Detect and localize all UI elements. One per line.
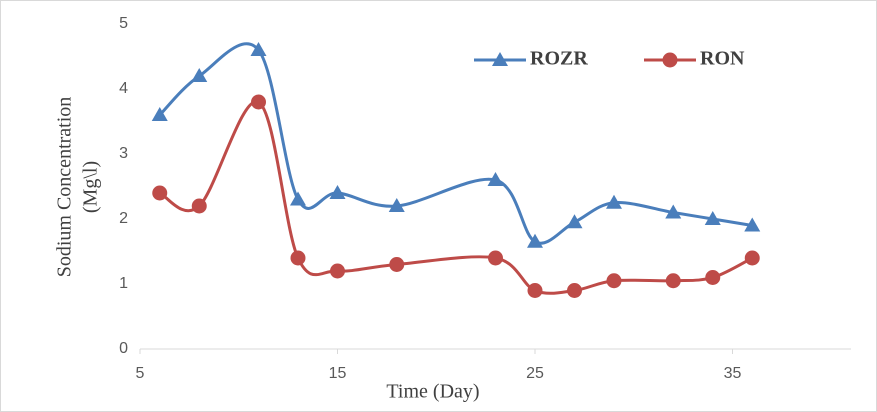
- data-point: [606, 194, 622, 209]
- x-tick-label: 25: [526, 365, 544, 382]
- data-point: [665, 273, 681, 289]
- y-tick-label: 1: [119, 275, 128, 292]
- x-tick-label: 35: [724, 365, 742, 382]
- data-point: [389, 257, 405, 272]
- data-point: [606, 273, 622, 289]
- data-point: [388, 198, 405, 212]
- y-axis-title: (Mg\l): [80, 161, 102, 213]
- data-point: [330, 263, 345, 279]
- legend-marker: [662, 52, 678, 68]
- data-point: [151, 107, 168, 121]
- data-point: [705, 270, 721, 285]
- data-point: [191, 198, 207, 214]
- data-point: [290, 191, 306, 206]
- y-tick-label: 3: [119, 145, 128, 162]
- data-point: [744, 250, 760, 266]
- data-point: [488, 250, 503, 266]
- legend-label: RON: [700, 48, 745, 70]
- data-point: [527, 233, 543, 248]
- data-point: [191, 68, 208, 82]
- series-line: [158, 100, 753, 295]
- data-point: [567, 283, 582, 298]
- data-point: [329, 185, 346, 199]
- y-tick-label: 5: [119, 15, 128, 32]
- y-axis-title: Sodium Concentration: [54, 97, 76, 278]
- data-point: [250, 42, 267, 56]
- x-tick-label: 15: [329, 365, 347, 382]
- data-point: [251, 94, 266, 110]
- y-tick-label: 0: [119, 340, 128, 357]
- data-point: [566, 214, 583, 229]
- data-point: [487, 172, 504, 186]
- x-tick-label: 5: [136, 365, 145, 382]
- series-line: [158, 42, 753, 245]
- y-tick-label: 4: [119, 80, 128, 97]
- data-point: [665, 204, 682, 219]
- data-point: [704, 211, 721, 225]
- legend-label: ROZR: [530, 48, 588, 70]
- legend-marker: [492, 52, 508, 66]
- data-point: [290, 250, 306, 266]
- data-point: [744, 217, 761, 232]
- data-point: [152, 185, 168, 201]
- x-axis-title: Time (Day): [386, 381, 479, 403]
- data-point: [527, 283, 543, 298]
- y-tick-label: 2: [119, 210, 128, 227]
